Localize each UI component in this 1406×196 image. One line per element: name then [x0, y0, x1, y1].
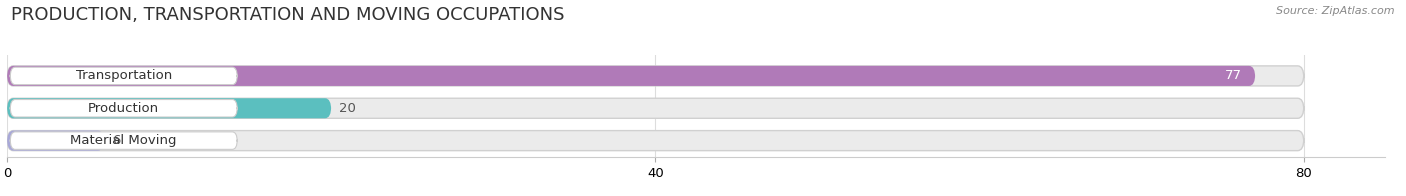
- FancyBboxPatch shape: [7, 98, 332, 118]
- FancyBboxPatch shape: [10, 132, 238, 149]
- FancyBboxPatch shape: [7, 66, 1303, 86]
- FancyBboxPatch shape: [7, 66, 1256, 86]
- Text: PRODUCTION, TRANSPORTATION AND MOVING OCCUPATIONS: PRODUCTION, TRANSPORTATION AND MOVING OC…: [11, 6, 565, 24]
- Text: Production: Production: [89, 102, 159, 115]
- Text: 77: 77: [1225, 69, 1243, 82]
- FancyBboxPatch shape: [10, 100, 238, 117]
- FancyBboxPatch shape: [10, 67, 238, 85]
- FancyBboxPatch shape: [7, 131, 104, 151]
- Text: 20: 20: [339, 102, 356, 115]
- Text: 6: 6: [112, 134, 121, 147]
- Text: Material Moving: Material Moving: [70, 134, 177, 147]
- FancyBboxPatch shape: [7, 131, 1303, 151]
- Text: Transportation: Transportation: [76, 69, 172, 82]
- Text: Source: ZipAtlas.com: Source: ZipAtlas.com: [1277, 6, 1395, 16]
- FancyBboxPatch shape: [7, 98, 1303, 118]
